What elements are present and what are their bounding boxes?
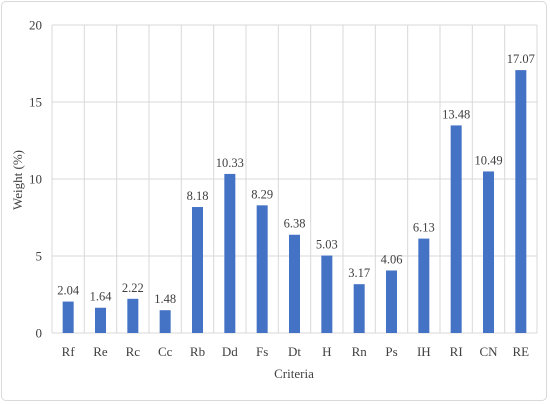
y-axis-ticks: 0 5 10 15 20 bbox=[29, 18, 42, 341]
bar-ih bbox=[418, 238, 430, 333]
data-label: 2.04 bbox=[57, 284, 80, 298]
bar-cn bbox=[483, 171, 494, 333]
x-axis-ticks: Rf Re Rc Cc Rb Dd Fs Dt H Rn Ps IH RI CN RE bbox=[62, 344, 530, 359]
bar-rn bbox=[353, 284, 365, 333]
x-tick-label: Rn bbox=[352, 344, 368, 359]
x-axis-title: Criteria bbox=[274, 366, 314, 381]
bar-dd bbox=[224, 173, 236, 333]
y-tick-label: 15 bbox=[29, 95, 42, 110]
x-tick-label: Rb bbox=[190, 344, 205, 359]
y-tick-label: 10 bbox=[29, 172, 42, 187]
data-label: 8.29 bbox=[251, 187, 273, 201]
data-labels: 2.04 1.64 2.22 1.48 8.18 10.33 8.29 6.38 5.03 3.1… bbox=[57, 52, 535, 306]
bar-h bbox=[321, 255, 333, 333]
bars bbox=[62, 70, 527, 334]
bar-dt bbox=[289, 234, 300, 333]
data-label: 2.22 bbox=[122, 281, 144, 295]
data-label: 6.38 bbox=[284, 217, 306, 231]
x-tick-label: Fs bbox=[256, 344, 268, 359]
x-tick-label: Re bbox=[93, 344, 108, 359]
x-tick-label: Dd bbox=[222, 344, 238, 359]
data-label: 6.13 bbox=[413, 221, 435, 235]
data-label: 13.48 bbox=[442, 107, 470, 121]
data-label: 10.33 bbox=[216, 156, 244, 170]
bar-re bbox=[95, 307, 106, 333]
data-label: 8.18 bbox=[187, 189, 209, 203]
x-tick-label: Ps bbox=[385, 344, 397, 359]
y-tick-label: 20 bbox=[29, 18, 42, 33]
x-tick-label: CN bbox=[479, 344, 498, 359]
x-tick-label: Cc bbox=[158, 344, 173, 359]
x-tick-label: Rf bbox=[62, 344, 76, 359]
bar-rb bbox=[192, 207, 203, 333]
x-tick-label: H bbox=[322, 344, 331, 359]
y-axis-title: Weight (%) bbox=[10, 150, 25, 210]
data-label: 1.48 bbox=[154, 292, 176, 306]
data-label: 1.64 bbox=[90, 290, 113, 304]
bar-cc bbox=[159, 310, 171, 333]
y-tick-label: 0 bbox=[36, 326, 43, 341]
bar-rc bbox=[127, 298, 139, 333]
x-tick-label: RI bbox=[450, 344, 463, 359]
data-label: 10.49 bbox=[474, 153, 502, 167]
bar-fs bbox=[256, 205, 268, 333]
x-tick-label: RE bbox=[513, 344, 530, 359]
data-label: 3.17 bbox=[348, 266, 370, 280]
data-label: 5.03 bbox=[316, 238, 338, 252]
x-tick-label: Rc bbox=[126, 344, 141, 359]
bar-rf bbox=[62, 301, 74, 333]
x-tick-label: Dt bbox=[288, 344, 301, 359]
bar-re bbox=[515, 70, 527, 333]
x-tick-label: IH bbox=[417, 344, 431, 359]
y-tick-label: 5 bbox=[36, 249, 43, 264]
data-label: 17.07 bbox=[507, 52, 535, 66]
bar-ps bbox=[386, 270, 397, 333]
bar-ri bbox=[450, 125, 462, 334]
data-label: 4.06 bbox=[381, 252, 403, 266]
